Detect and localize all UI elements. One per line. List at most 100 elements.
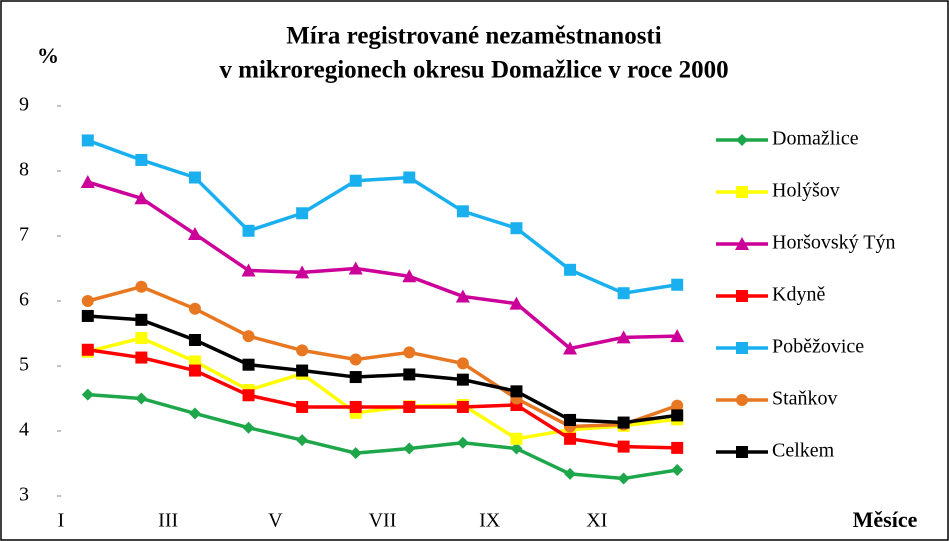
x-tick-label: IX	[479, 510, 501, 532]
marker	[242, 330, 255, 343]
marker	[81, 343, 94, 356]
marker	[296, 364, 309, 377]
y-tick-label: 9	[19, 94, 29, 116]
marker	[671, 441, 684, 454]
marker	[135, 392, 148, 405]
marker	[242, 389, 255, 402]
x-tick-label: V	[268, 510, 283, 532]
marker	[403, 400, 416, 413]
marker	[510, 385, 523, 398]
marker	[564, 413, 577, 426]
marker	[617, 440, 630, 453]
marker	[736, 446, 748, 458]
marker	[135, 313, 148, 326]
marker	[80, 175, 95, 189]
legend-label: Kdyně	[772, 284, 825, 306]
marker	[456, 357, 469, 370]
marker	[135, 332, 148, 345]
marker	[135, 351, 148, 364]
marker	[188, 171, 201, 184]
x-axis-label: Měsíce	[853, 507, 918, 532]
marker	[736, 290, 748, 302]
marker	[242, 224, 255, 237]
marker	[456, 400, 469, 413]
marker	[456, 373, 469, 386]
marker	[617, 472, 630, 485]
marker	[617, 287, 630, 300]
marker	[187, 227, 202, 241]
marker	[564, 432, 577, 445]
marker	[456, 436, 469, 449]
x-tick-label: III	[158, 510, 178, 532]
y-tick-label: 7	[19, 224, 29, 246]
marker	[670, 329, 685, 343]
marker	[564, 263, 577, 276]
marker	[403, 368, 416, 381]
marker	[616, 330, 631, 344]
series-line	[87, 336, 678, 441]
marker	[671, 399, 684, 412]
chart-title: v mikroregionech okresu Domažlice v roce…	[219, 57, 728, 84]
marker	[564, 467, 577, 480]
marker	[242, 358, 255, 371]
marker	[736, 394, 748, 406]
marker	[349, 353, 362, 366]
marker	[188, 302, 201, 315]
marker	[188, 364, 201, 377]
marker	[241, 263, 256, 277]
y-tick-label: 3	[19, 484, 29, 506]
marker	[188, 334, 201, 346]
marker	[135, 153, 148, 166]
marker	[135, 280, 148, 293]
series-line	[87, 180, 678, 351]
marker	[81, 134, 94, 147]
marker	[736, 186, 748, 198]
marker	[188, 407, 201, 420]
marker	[456, 205, 469, 218]
series-line	[87, 138, 678, 296]
x-tick-label: XI	[586, 510, 607, 532]
legend-label: Staňkov	[772, 388, 838, 410]
marker	[402, 269, 417, 283]
marker	[295, 265, 310, 279]
marker	[134, 191, 149, 205]
marker	[348, 261, 363, 275]
marker	[349, 447, 362, 460]
y-tick-label: 8	[19, 159, 29, 181]
x-tick-label: VII	[369, 510, 397, 532]
marker	[242, 421, 255, 434]
marker	[403, 442, 416, 455]
marker	[81, 388, 94, 401]
marker	[617, 416, 630, 429]
y-axis-label: %	[37, 43, 59, 68]
marker	[403, 346, 416, 359]
x-tick-label: I	[58, 510, 65, 532]
marker	[510, 442, 523, 455]
marker	[563, 341, 578, 355]
marker	[671, 409, 684, 422]
chart-title: Míra registrované nezaměstnanosti	[286, 23, 661, 50]
marker	[403, 171, 416, 184]
marker	[296, 344, 309, 357]
marker	[455, 289, 470, 303]
y-tick-label: 6	[19, 289, 29, 311]
marker	[735, 237, 749, 250]
marker	[349, 400, 362, 413]
series-line	[87, 314, 678, 425]
legend-label: Horšovský Týn	[772, 232, 896, 254]
y-tick-label: 4	[19, 419, 29, 441]
marker	[296, 400, 309, 413]
marker	[671, 464, 684, 476]
marker	[510, 222, 523, 235]
marker	[736, 342, 748, 354]
marker	[349, 371, 362, 384]
marker	[349, 174, 362, 187]
legend-label: Holýšov	[772, 180, 840, 202]
series-line	[87, 284, 678, 429]
marker	[81, 309, 94, 322]
marker	[671, 278, 684, 291]
marker	[81, 295, 94, 307]
legend-label: Domažlice	[772, 128, 859, 150]
series-line	[87, 348, 678, 450]
